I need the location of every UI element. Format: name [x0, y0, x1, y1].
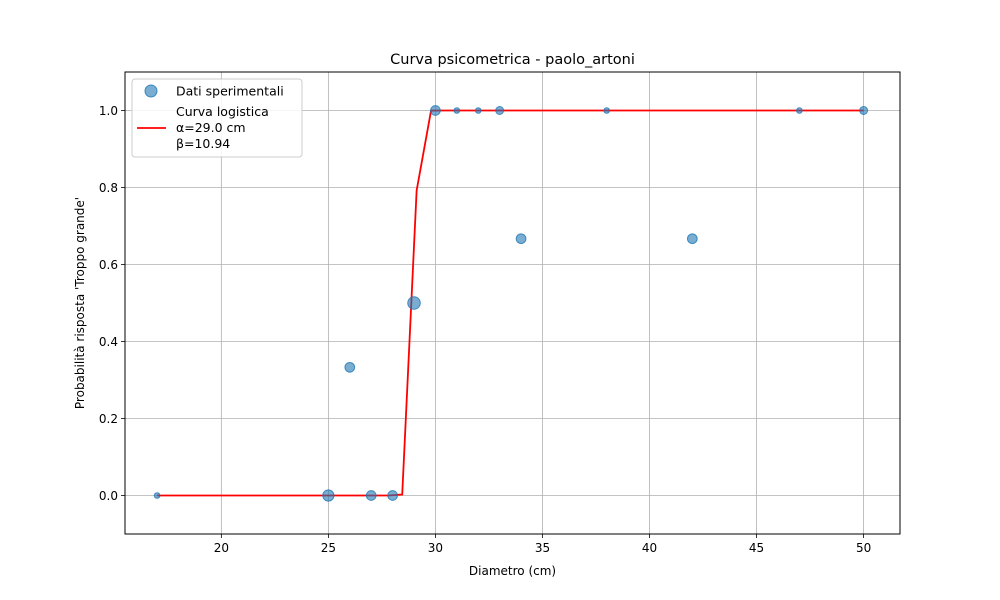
x-tick-label: 25 [321, 541, 336, 555]
y-tick-label: 0.0 [99, 489, 118, 503]
data-point [407, 296, 421, 310]
data-point [686, 233, 698, 245]
data-point [515, 233, 527, 245]
x-axis-label: Diametro (cm) [469, 564, 556, 578]
legend-label-data: Dati sperimentali [176, 84, 284, 99]
legend: Dati sperimentali Curva logistica α=29.0… [131, 78, 303, 158]
chart-title: Curva psicometrica - paolo_artoni [390, 52, 635, 68]
y-tick-label: 1.0 [99, 104, 118, 118]
y-tick-label: 0.6 [99, 258, 118, 272]
x-tick-label: 50 [856, 541, 871, 555]
legend-box [131, 78, 303, 158]
data-point [430, 105, 441, 116]
data-point [387, 490, 398, 501]
data-point [474, 107, 482, 114]
plot-frame [124, 71, 901, 535]
legend-label-alpha: α=29.0 cm [176, 120, 246, 135]
y-axis-label: Probabilità risposta 'Troppo grande' [73, 197, 87, 409]
legend-scatter-marker [144, 84, 158, 98]
data-point [322, 489, 335, 502]
data-point [796, 107, 803, 114]
y-tick-label: 0.2 [99, 412, 118, 426]
data-point [153, 492, 161, 499]
data-point [365, 490, 377, 501]
x-tick-label: 40 [642, 541, 657, 555]
legend-label-curve: Curva logistica [176, 104, 269, 119]
x-tick-label: 35 [535, 541, 550, 555]
x-tick-label: 20 [214, 541, 229, 555]
data-point [453, 107, 461, 114]
data-point [603, 107, 610, 114]
legend-label-beta: β=10.94 [176, 136, 230, 151]
data-points-layer [153, 105, 869, 502]
x-tick-label: 30 [428, 541, 443, 555]
data-point [344, 361, 356, 373]
y-tick-label: 0.8 [99, 181, 118, 195]
y-tick-label: 0.4 [99, 335, 118, 349]
logistic-curve-line [157, 109, 864, 497]
data-point [495, 106, 505, 115]
data-point [859, 106, 869, 115]
ticks-layer: 20 25 30 35 40 45 50 0.0 0.2 0.4 0.6 0.8 1.0 [99, 104, 871, 555]
x-tick-label: 45 [749, 541, 764, 555]
logistic-curve-layer [157, 109, 864, 497]
